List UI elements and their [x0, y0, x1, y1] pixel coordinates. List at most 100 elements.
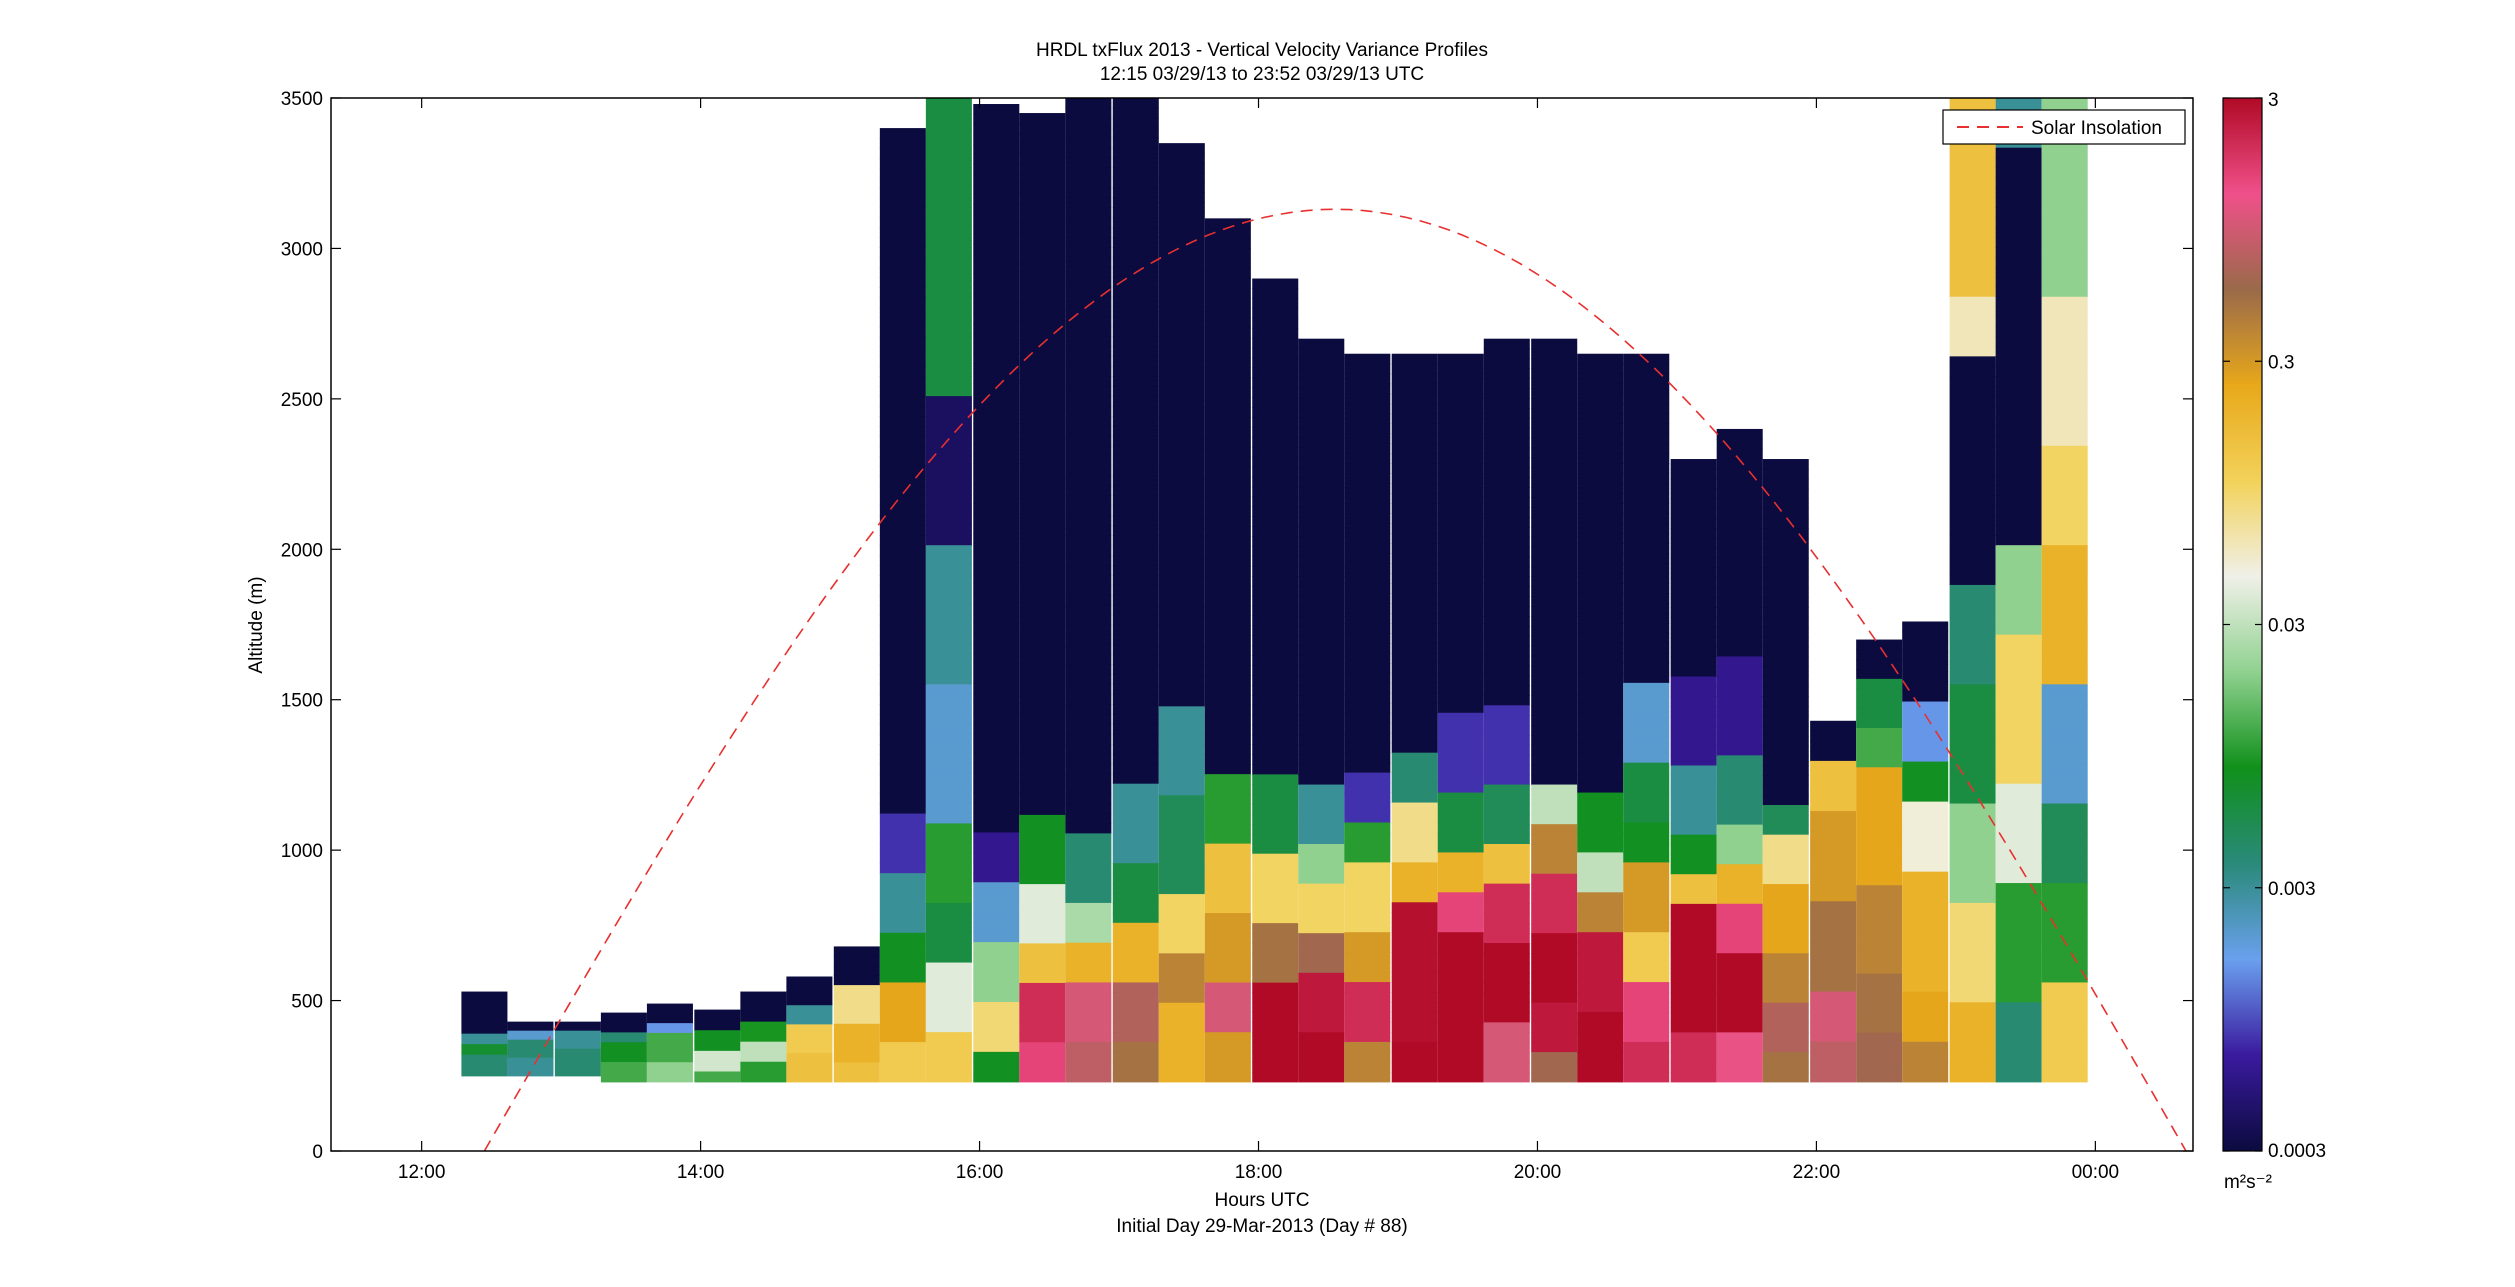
heatmap-cell — [879, 207, 926, 219]
heatmap-cell — [1902, 951, 1949, 963]
heatmap-cell — [1716, 755, 1763, 766]
heatmap-cell — [879, 177, 926, 189]
heatmap-cell — [1204, 327, 1251, 339]
heatmap-cell — [1483, 824, 1530, 835]
heatmap-cell — [879, 972, 926, 984]
heatmap-cell — [1204, 625, 1251, 636]
heatmap-cell — [925, 733, 972, 745]
heatmap-cell — [1437, 1031, 1484, 1043]
heatmap-cell — [1670, 518, 1717, 529]
heatmap-cell — [1762, 468, 1809, 480]
heatmap-cell — [786, 1072, 833, 1083]
heatmap-cell — [1483, 477, 1530, 488]
heatmap-cell — [1298, 794, 1345, 805]
heatmap-cell — [879, 912, 926, 924]
y-tick-label: 1500 — [281, 691, 323, 712]
heatmap-cell — [1298, 735, 1345, 746]
heatmap-cell — [1437, 623, 1484, 634]
heatmap-cell — [879, 336, 926, 348]
heatmap-cell — [1112, 256, 1159, 268]
heatmap-cell — [1391, 1031, 1438, 1043]
heatmap-cell — [1344, 1061, 1391, 1073]
heatmap-cell — [1902, 821, 1949, 833]
heatmap-cell — [1065, 594, 1112, 606]
heatmap-cell — [1995, 763, 2042, 775]
heatmap-cell — [1019, 478, 1066, 490]
heatmap-cell — [1437, 912, 1484, 923]
heatmap-cell — [1577, 652, 1624, 664]
heatmap-cell — [1158, 469, 1205, 480]
heatmap-cell — [925, 137, 972, 149]
heatmap-cell — [1670, 923, 1717, 935]
heatmap-cell — [1995, 177, 2042, 189]
heatmap-cell — [1483, 695, 1530, 706]
heatmap-cell — [1949, 187, 1996, 198]
heatmap-cell — [1995, 773, 2042, 785]
heatmap-cell — [1019, 725, 1066, 737]
colorbar-tick-label: 0.03 — [2268, 616, 2305, 637]
heatmap-cell — [1344, 1002, 1391, 1013]
heatmap-cell — [1344, 553, 1391, 564]
heatmap-cell — [1158, 874, 1205, 885]
heatmap-cell — [1158, 232, 1205, 243]
heatmap-cell — [1483, 834, 1530, 845]
heatmap-cell — [973, 982, 1020, 993]
heatmap-cell — [1531, 427, 1578, 439]
heatmap-cell — [2041, 574, 2088, 586]
heatmap-cell — [925, 396, 972, 407]
heatmap-cell — [1437, 992, 1484, 1003]
heatmap-cell — [1298, 1071, 1345, 1083]
heatmap-cell — [1670, 963, 1717, 974]
heatmap-cell — [1995, 584, 2042, 596]
heatmap-cell — [925, 624, 972, 636]
heatmap-cell — [1019, 429, 1066, 440]
heatmap-cell — [925, 316, 972, 328]
heatmap-cell — [1716, 438, 1763, 450]
heatmap-cell — [1298, 883, 1345, 895]
heatmap-cell — [1902, 791, 1949, 803]
heatmap-cell — [1483, 675, 1530, 687]
heatmap-cell — [1670, 893, 1717, 905]
heatmap-cell — [1391, 642, 1438, 654]
heatmap-cell — [1949, 1002, 1996, 1013]
heatmap-cell — [1158, 775, 1205, 786]
heatmap-cell — [1670, 1012, 1717, 1024]
heatmap-cell — [1298, 487, 1345, 498]
heatmap-cell — [1298, 536, 1345, 548]
heatmap-cell — [925, 505, 972, 516]
heatmap-cell — [2041, 992, 2088, 1003]
heatmap-cell — [1995, 326, 2042, 338]
heatmap-cell — [1344, 453, 1391, 465]
heatmap-cell — [1670, 646, 1717, 658]
heatmap-cell — [879, 167, 926, 179]
heatmap-cell — [1391, 1041, 1438, 1053]
heatmap-cell — [925, 902, 972, 914]
heatmap-cell — [1577, 1002, 1624, 1013]
heatmap-cell — [1437, 682, 1484, 694]
heatmap-cell — [1670, 508, 1717, 519]
heatmap-cell — [925, 614, 972, 626]
heatmap-cell — [1298, 1061, 1345, 1073]
heatmap-cell — [1065, 505, 1112, 516]
heatmap-cell — [879, 1012, 926, 1023]
heatmap-cell — [1204, 297, 1251, 309]
heatmap-cell — [1531, 764, 1578, 776]
heatmap-cell — [1298, 417, 1345, 429]
heatmap-cell — [1716, 666, 1763, 677]
heatmap-cell — [1437, 493, 1484, 504]
heatmap-cell — [1158, 745, 1205, 757]
heatmap-cell — [925, 1022, 972, 1033]
heatmap-cell — [1019, 844, 1066, 856]
heatmap-cell — [1252, 883, 1299, 894]
heatmap-cell — [1577, 952, 1624, 963]
heatmap-cell — [833, 946, 880, 957]
heatmap-cell — [1531, 903, 1578, 914]
heatmap-cell — [1623, 952, 1670, 963]
heatmap-cell — [1623, 692, 1670, 704]
heatmap-cell — [1995, 545, 2042, 556]
heatmap-cell — [973, 962, 1020, 973]
heatmap-cell — [1252, 457, 1299, 468]
heatmap-cell — [1762, 765, 1809, 776]
heatmap-cell — [1019, 1022, 1066, 1033]
heatmap-cell — [1252, 476, 1299, 488]
